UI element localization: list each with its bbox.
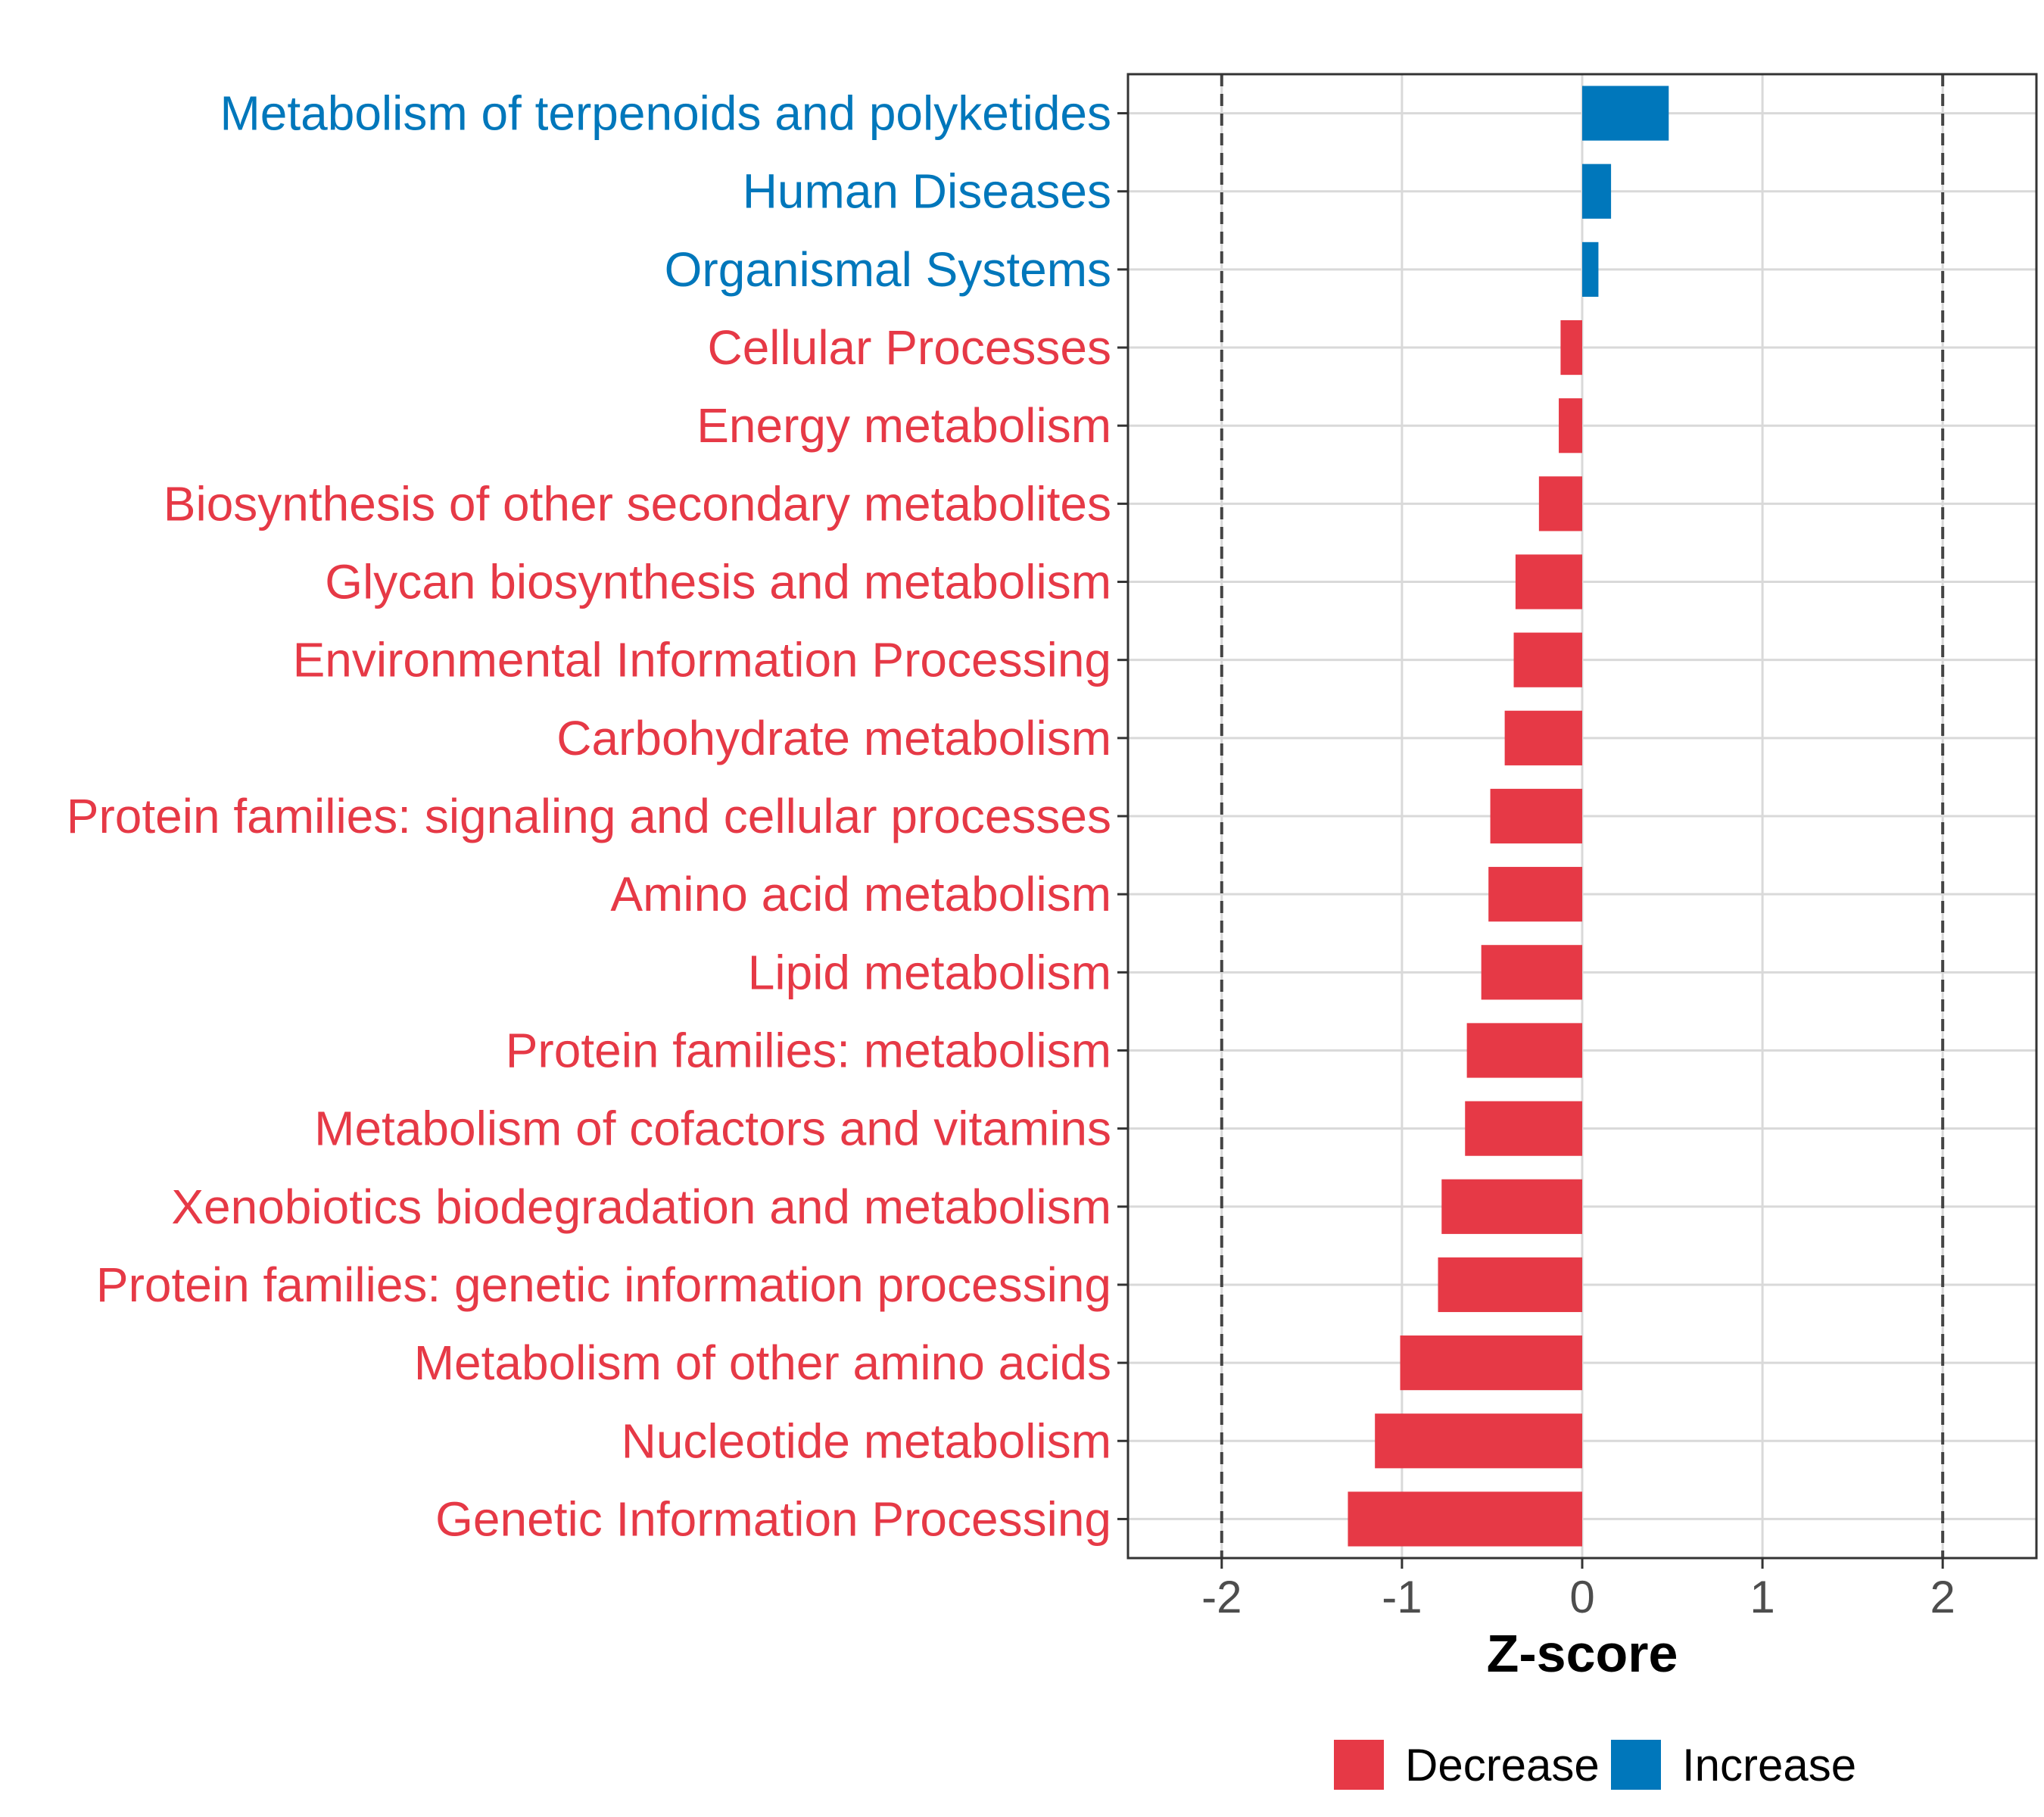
category-label-7: Environmental Information Processing: [293, 633, 1111, 687]
bar-13: [1465, 1101, 1582, 1156]
x-axis-tick-labels: -2 -1 0 1 2: [1201, 1572, 1955, 1622]
bar-8: [1504, 710, 1582, 765]
reference-lines: [1220, 74, 1945, 1558]
x-tick-label-1: -1: [1382, 1572, 1422, 1622]
legend: Decrease Increase: [1334, 1740, 1856, 1791]
category-label-0: Metabolism of terpenoids and polyketides: [220, 86, 1111, 141]
bar-1: [1582, 164, 1612, 219]
x-tick-label-3: 1: [1750, 1572, 1774, 1622]
category-label-16: Metabolism of other amino acids: [414, 1335, 1111, 1390]
bar-16: [1400, 1335, 1582, 1391]
y-axis-ticks: [1117, 112, 1128, 1520]
category-label-6: Glycan biosynthesis and metabolism: [325, 555, 1111, 609]
category-label-9: Protein families: signaling and cellular…: [67, 789, 1111, 843]
bar-6: [1515, 554, 1582, 609]
x-tick-label-0: -2: [1201, 1572, 1242, 1622]
x-axis-ticks: [1220, 1558, 1944, 1569]
bar-3: [1560, 319, 1582, 376]
y-axis-labels: Metabolism of terpenoids and polyketides…: [67, 86, 1111, 1547]
bar-12: [1466, 1023, 1582, 1078]
bar-4: [1559, 398, 1582, 453]
bar-11: [1481, 945, 1582, 1000]
category-label-13: Metabolism of cofactors and vitamins: [314, 1102, 1111, 1156]
bar-9: [1490, 788, 1582, 844]
bar-18: [1348, 1491, 1582, 1547]
bar-10: [1488, 867, 1582, 922]
category-label-11: Lipid metabolism: [748, 945, 1111, 999]
x-tick-label-2: 0: [1569, 1572, 1594, 1622]
category-label-5: Biosynthesis of other secondary metaboli…: [164, 476, 1111, 531]
bar-14: [1441, 1179, 1582, 1234]
x-tick-label-4: 2: [1930, 1572, 1955, 1622]
bar-7: [1513, 632, 1582, 687]
legend-label-increase: Increase: [1682, 1740, 1856, 1791]
category-label-10: Amino acid metabolism: [610, 867, 1111, 921]
category-label-1: Human Diseases: [743, 164, 1111, 219]
bar-15: [1438, 1257, 1582, 1313]
legend-label-decrease: Decrease: [1405, 1740, 1600, 1791]
bar-17: [1375, 1413, 1582, 1469]
bar-2: [1582, 242, 1599, 297]
category-label-8: Carbohydrate metabolism: [556, 711, 1111, 765]
category-label-14: Xenobiotics biodegradation and metabolis…: [171, 1180, 1111, 1234]
category-label-12: Protein families: metabolism: [506, 1023, 1111, 1077]
category-label-18: Genetic Information Processing: [435, 1491, 1111, 1546]
legend-swatch-decrease: [1334, 1740, 1384, 1790]
category-label-3: Cellular Processes: [707, 320, 1111, 375]
category-label-17: Nucleotide metabolism: [622, 1413, 1111, 1468]
bar-0: [1582, 86, 1669, 141]
category-label-2: Organismal Systems: [665, 242, 1111, 297]
category-label-4: Energy metabolism: [696, 398, 1111, 453]
bar-5: [1538, 476, 1582, 531]
legend-swatch-increase: [1611, 1740, 1661, 1790]
x-axis-title: Z-score: [1487, 1624, 1678, 1683]
category-label-15: Protein families: genetic information pr…: [96, 1258, 1111, 1312]
bars: [1348, 86, 1669, 1547]
